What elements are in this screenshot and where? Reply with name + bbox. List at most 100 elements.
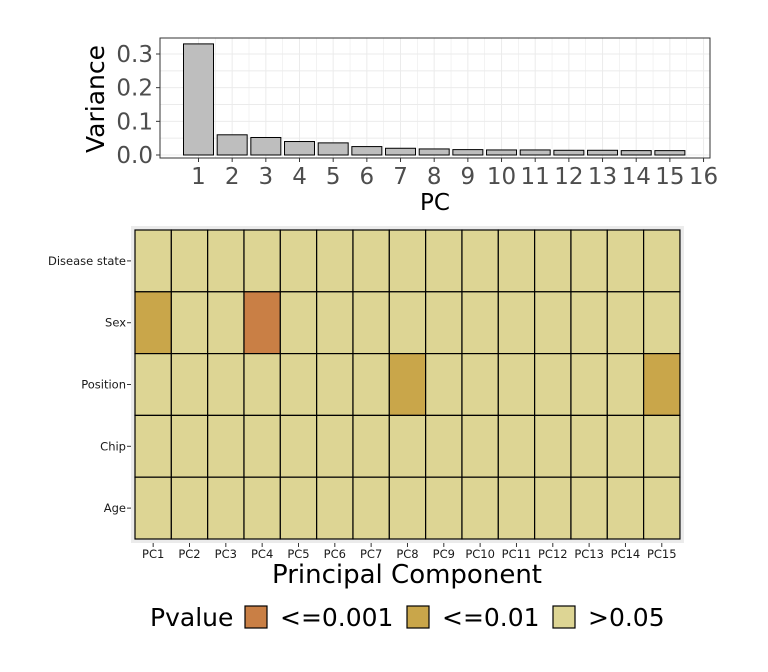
heatmap-cell-pc6-position [316,353,354,417]
heatmap-x-tick-label: PC10 [465,547,495,561]
bar-x-tick-label: 8 [427,164,442,190]
heatmap-x-tick-label: PC12 [538,547,568,561]
heatmap-cell-pc13-age [570,476,608,540]
bar-pc5 [317,142,349,156]
legend-key-1 [406,605,430,629]
bar-pc12 [553,149,585,156]
heatmap-cell-pc15-disease-state [643,229,681,293]
heatmap-cell-pc12-chip [534,414,572,478]
heatmap-y-ticks: Disease state Sex Position Chip Age [48,254,131,515]
heatmap-cell-pc5-age [279,476,318,540]
bar-x-tick-label: 5 [326,164,341,190]
heatmap-cell-pc11-position [497,353,536,417]
heatmap-cell-pc2-chip [170,414,209,478]
heatmap-cell-pc8-position [388,353,427,417]
bar-plot-frame [159,37,711,159]
bar-x-tick-label: 2 [225,164,240,190]
bar-x-tick-label: 4 [292,164,307,190]
bar-x-tick-label: 3 [259,164,274,190]
bar-y-tick-label: 0.2 [116,76,153,102]
heatmap-cell-pc1-chip [134,414,172,478]
heatmap-cell-pc9-disease-state [425,229,463,293]
heatmap-cell-pc14-disease-state [606,229,645,293]
bar-x-tick-label: 7 [393,164,408,190]
heatmap-y-tick-label: Age [104,501,126,515]
heatmap-cell-pc14-chip [606,414,645,478]
bar-pc13 [587,149,619,156]
heatmap-cell-pc1-sex [134,291,172,355]
legend-key-2 [552,605,576,629]
heatmap-cell-pc10-sex [461,291,499,355]
heatmap-cell-pc3-age [207,476,245,540]
heatmap-cell-pc7-age [352,476,390,540]
heatmap-x-ticks: PC1 PC2 PC3 PC4 PC5 PC6 PC7 PC8 PC9 PC10 PC11 PC12 P… [142,543,677,561]
heatmap-cell-pc14-position [606,353,645,417]
heatmap-x-tick-label: PC9 [433,547,455,561]
heatmap-cell-pc5-disease-state [279,229,318,293]
heatmap-cell-pc8-disease-state [388,229,427,293]
heatmap-cell-pc7-disease-state [352,229,390,293]
bar-y-axis-title: Variance [81,45,110,153]
bar-y-ticks: 0.0 0.1 0.2 0.3 [116,42,160,169]
bar-gridlines [160,38,710,158]
heatmap-cell-pc6-chip [316,414,354,478]
heatmap-cell-pc1-age [134,476,172,540]
heatmap-cell-pc3-sex [207,291,245,355]
heatmap-cell-pc2-sex [170,291,209,355]
bar-pc4 [284,141,316,156]
legend-title: Pvalue [150,603,233,632]
heatmap-cell-pc8-chip [388,414,427,478]
pvalue-legend: Pvalue <=0.001 <=0.01 >0.05 [150,603,665,632]
heatmap-cell-pc4-age [243,476,281,540]
heatmap-cell-pc3-chip [207,414,245,478]
heatmap-cell-pc7-sex [352,291,390,355]
heatmap-cell-pc13-position [570,353,608,417]
heatmap-cell-pc12-age [534,476,572,540]
heatmap-cell-pc15-position [643,353,681,417]
heatmap-cell-pc11-sex [497,291,536,355]
bar-x-tick-label: 16 [689,164,718,190]
heatmap-cell-pc12-position [534,353,572,417]
bar-pc10 [486,149,518,156]
bar-x-tick-label: 10 [487,164,516,190]
legend-label: <=0.001 [280,603,393,632]
heatmap-y-tick-label: Position [81,378,126,392]
heatmap-x-tick-label: PC6 [324,547,346,561]
bar-pc2 [216,134,248,156]
legend-key-0 [244,605,268,629]
heatmap-cell-pc13-disease-state [570,229,608,293]
bar-y-tick-label: 0.1 [116,109,153,135]
heatmap-cell-pc6-sex [316,291,354,355]
heatmap-cell-pc10-chip [461,414,499,478]
heatmap-cell-pc2-disease-state [170,229,209,293]
heatmap-cell-pc1-disease-state [134,229,172,293]
legend-entries: <=0.001 <=0.01 >0.05 [244,603,665,632]
heatmap-cell-pc14-sex [606,291,645,355]
heatmap-cell-pc7-chip [352,414,390,478]
bar-x-ticks: 1 2 3 4 5 6 7 8 9 10 11 12 13 14 15 16 [191,158,718,190]
heatmap-x-tick-label: PC2 [178,547,200,561]
heatmap-y-tick-label: Chip [100,439,126,453]
bar-x-tick-label: 12 [554,164,583,190]
heatmap-cell-pc10-position [461,353,499,417]
legend-label: >0.05 [588,603,665,632]
heatmap-cell-pc9-age [425,476,463,540]
heatmap-cell-pc2-position [170,353,209,417]
variance-bar-chart: 0.00.10.20.3 1 2 3 4 5 6 7 8 9 10 11 12 13 14 15 16 Var… [81,37,718,216]
heatmap-cell-pc4-position [243,353,281,417]
heatmap-cell-pc11-age [497,476,536,540]
heatmap-cell-pc10-age [461,476,499,540]
heatmap-cell-pc11-chip [497,414,536,478]
heatmap-x-axis-title: Principal Component [272,560,542,590]
heatmap-y-tick-label: Sex [105,316,126,330]
heatmap-cell-pc12-sex [534,291,572,355]
bar-pc3 [250,136,282,156]
heatmap-x-tick-label: PC7 [360,547,382,561]
bar-y-tick-label: 0.3 [116,42,153,68]
heatmap-cells [134,229,681,540]
bar-x-tick-label: 13 [588,164,617,190]
bar-pc8 [418,148,450,156]
heatmap-x-tick-label: PC11 [502,547,532,561]
bar-y-tick-label: 0.0 [116,143,153,169]
